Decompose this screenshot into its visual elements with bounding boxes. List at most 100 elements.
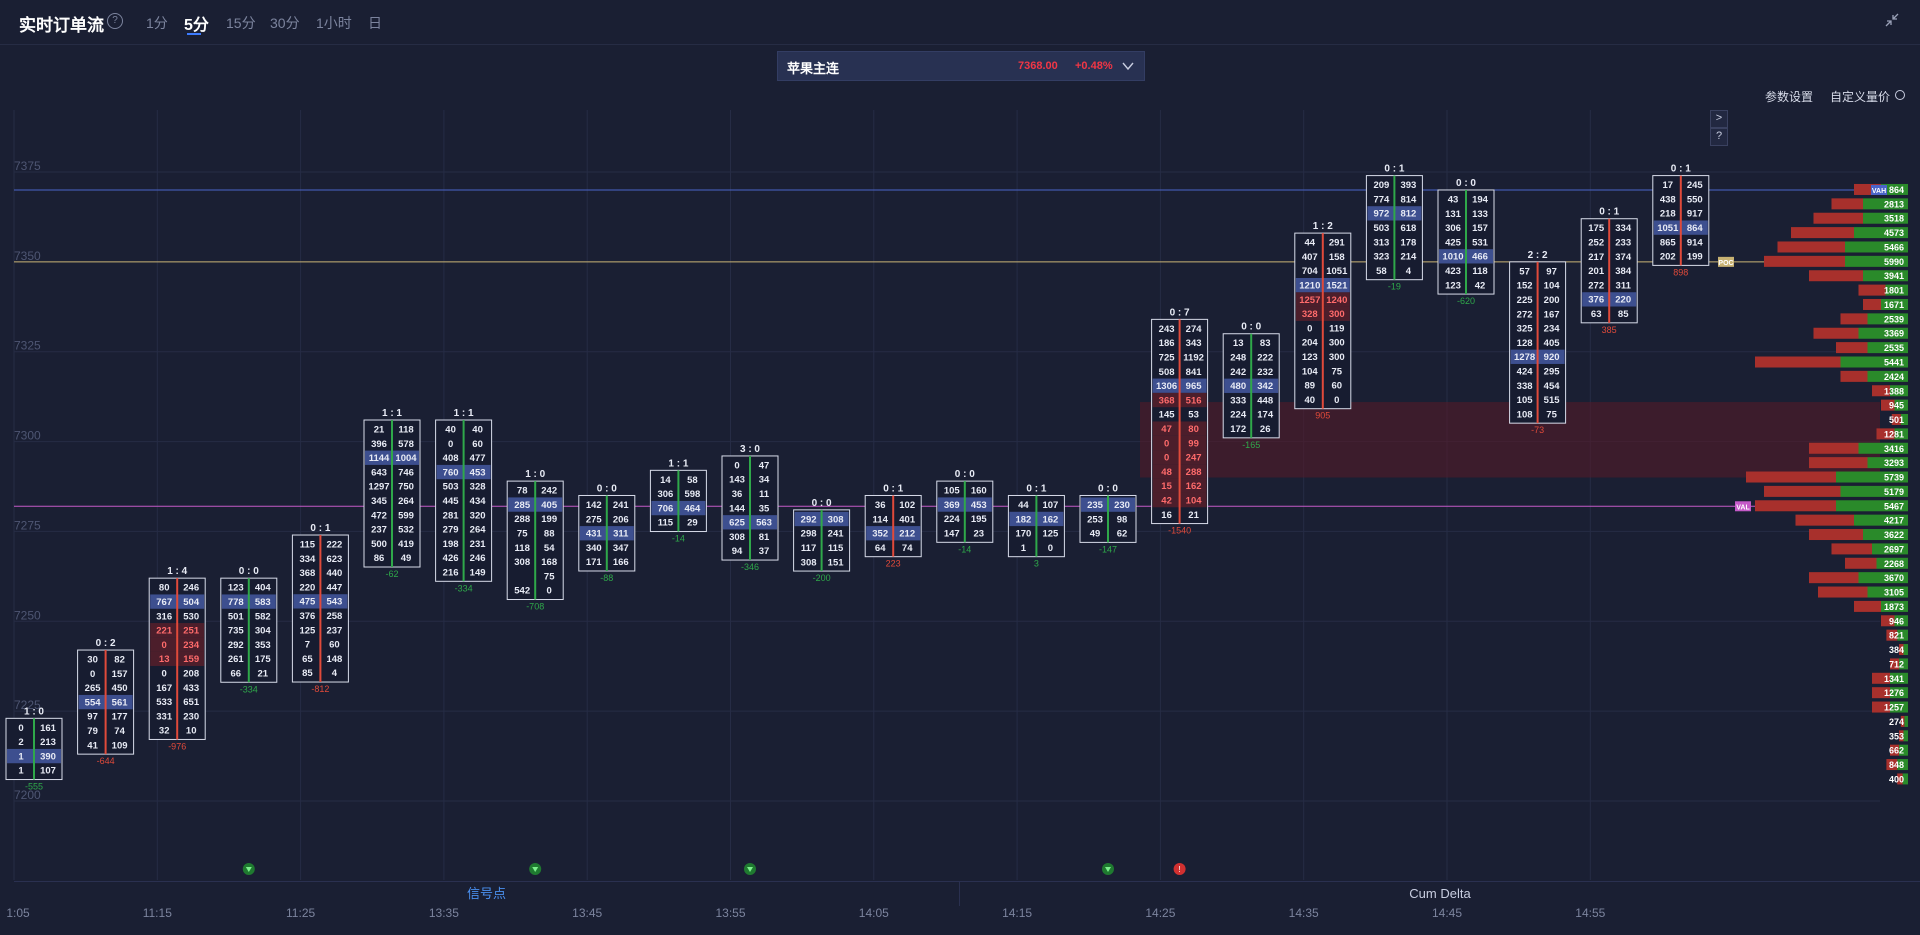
bid-volume: 167 (156, 683, 172, 694)
bid-volume: 424 (1517, 366, 1534, 377)
profile-volume: 1281 (1884, 429, 1904, 439)
signal-arrow-glyph (532, 867, 539, 872)
y-tick-label: 7250 (14, 608, 41, 622)
ask-volume: 107 (40, 766, 56, 777)
symbol-selector[interactable]: 苹果主连 7368.00 +0.48% (777, 51, 1145, 81)
bid-volume: 44 (1305, 238, 1316, 249)
bid-volume: 735 (228, 626, 245, 637)
bid-volume: 0 (448, 439, 453, 450)
profile-bar-red (1872, 385, 1890, 397)
bid-volume: 147 (944, 529, 960, 540)
ask-volume: 23 (974, 529, 985, 540)
bid-volume: 21 (374, 425, 385, 436)
ask-volume: 174 (1257, 410, 1274, 421)
ask-volume: 1192 (1183, 352, 1204, 363)
timeframe-5m[interactable]: 5分 (184, 17, 209, 34)
ask-volume: 81 (759, 532, 770, 543)
candle-ratio: 0 : 0 (1098, 483, 1118, 494)
ask-volume: 97 (1546, 266, 1557, 277)
profile-bar-red (1755, 356, 1841, 368)
profile-volume: 5441 (1884, 357, 1904, 367)
custom-price-button[interactable]: 自定义量价 (1830, 90, 1891, 104)
bid-volume: 308 (514, 557, 530, 568)
profile-bar-red (1746, 471, 1836, 483)
chart-help-button[interactable]: ? (1710, 128, 1728, 146)
bid-volume: 306 (657, 489, 673, 500)
bid-volume: 480 (1230, 381, 1246, 392)
candle-delta: 905 (1315, 411, 1330, 421)
bid-volume: 175 (1588, 223, 1605, 234)
bid-volume: 115 (658, 518, 674, 529)
ask-volume: 401 (899, 514, 916, 525)
ask-volume: 466 (1472, 252, 1488, 263)
bid-volume: 217 (1588, 252, 1604, 263)
ask-volume: 300 (1329, 338, 1345, 349)
timeframe-1m[interactable]: 1分 (146, 15, 168, 31)
bid-volume: 316 (156, 611, 172, 622)
time-tick-label: 11:15 (142, 906, 172, 920)
ask-volume: 157 (1472, 223, 1488, 234)
ask-volume: 841 (1186, 367, 1203, 378)
ask-volume: 178 (1400, 237, 1416, 248)
bid-volume: 78 (517, 486, 528, 497)
candle-delta: -14 (958, 544, 971, 554)
profile-bar-red (1777, 241, 1845, 253)
timeframe-day[interactable]: 日 (368, 15, 382, 31)
profile-bar-red (1890, 744, 1899, 756)
collapse-icon[interactable] (1884, 12, 1900, 28)
profile-volume: 1873 (1884, 602, 1904, 612)
tab-signal-points[interactable]: 信号点 (14, 882, 960, 906)
ask-volume: 233 (1615, 238, 1631, 249)
profile-bar-green (1885, 284, 1908, 296)
tab-cum-delta[interactable]: Cum Delta (1409, 886, 1471, 901)
profile-bar-green (1902, 773, 1908, 785)
ask-volume: 47 (759, 460, 770, 471)
bid-volume: 1051 (1657, 223, 1679, 234)
ask-volume: 464 (684, 503, 701, 514)
time-tick-label: 13:55 (715, 906, 746, 920)
expand-panel-button[interactable]: > (1710, 110, 1728, 128)
bid-volume: 423 (1445, 266, 1461, 277)
candle-delta: -976 (168, 741, 186, 751)
ask-volume: 343 (1186, 338, 1202, 349)
bid-volume: 376 (299, 611, 315, 622)
ask-volume: 308 (828, 514, 844, 525)
bid-volume: 218 (1660, 209, 1676, 220)
ask-volume: 75 (1332, 366, 1343, 377)
candle-ratio: 1 : 1 (454, 408, 474, 419)
ask-volume: 26 (1260, 424, 1271, 435)
ask-volume: 347 (613, 543, 629, 554)
profile-bar-red (1872, 672, 1890, 684)
ask-volume: 234 (183, 640, 200, 651)
ask-volume: 168 (541, 557, 557, 568)
timeframe-1h[interactable]: 1小时 (316, 15, 352, 31)
ask-volume: 230 (1114, 500, 1130, 511)
help-icon[interactable]: ? (107, 13, 123, 29)
bid-volume: 41 (87, 740, 98, 751)
timeframe-15m[interactable]: 15分 (226, 15, 256, 31)
params-settings-button[interactable]: 参数设置 (1765, 90, 1814, 104)
ask-volume: 353 (255, 640, 271, 651)
time-tick-label: 14:15 (1002, 906, 1033, 920)
bid-volume: 105 (1517, 395, 1534, 406)
ask-volume: 234 (1544, 324, 1561, 335)
ask-volume: 166 (613, 557, 629, 568)
profile-bar-red (1872, 687, 1890, 699)
ask-volume: 246 (183, 583, 199, 594)
ask-volume: 1004 (395, 453, 417, 464)
candle-delta: -644 (97, 756, 115, 766)
time-tick-label: 14:55 (1575, 906, 1606, 920)
ask-volume: 274 (1186, 324, 1203, 335)
profile-volume: 5990 (1884, 257, 1904, 267)
ask-volume: 404 (255, 583, 272, 594)
ask-volume: 320 (470, 510, 486, 521)
candle-ratio: 3 : 0 (740, 444, 760, 455)
bid-volume: 125 (299, 625, 316, 636)
profile-bar-green (1890, 385, 1908, 397)
ask-volume: 390 (40, 751, 56, 762)
bid-volume: 253 (1087, 514, 1103, 525)
profile-tag-label: POC (1718, 260, 1733, 267)
ask-volume: 917 (1687, 209, 1703, 220)
timeframe-30m[interactable]: 30分 (270, 15, 300, 31)
